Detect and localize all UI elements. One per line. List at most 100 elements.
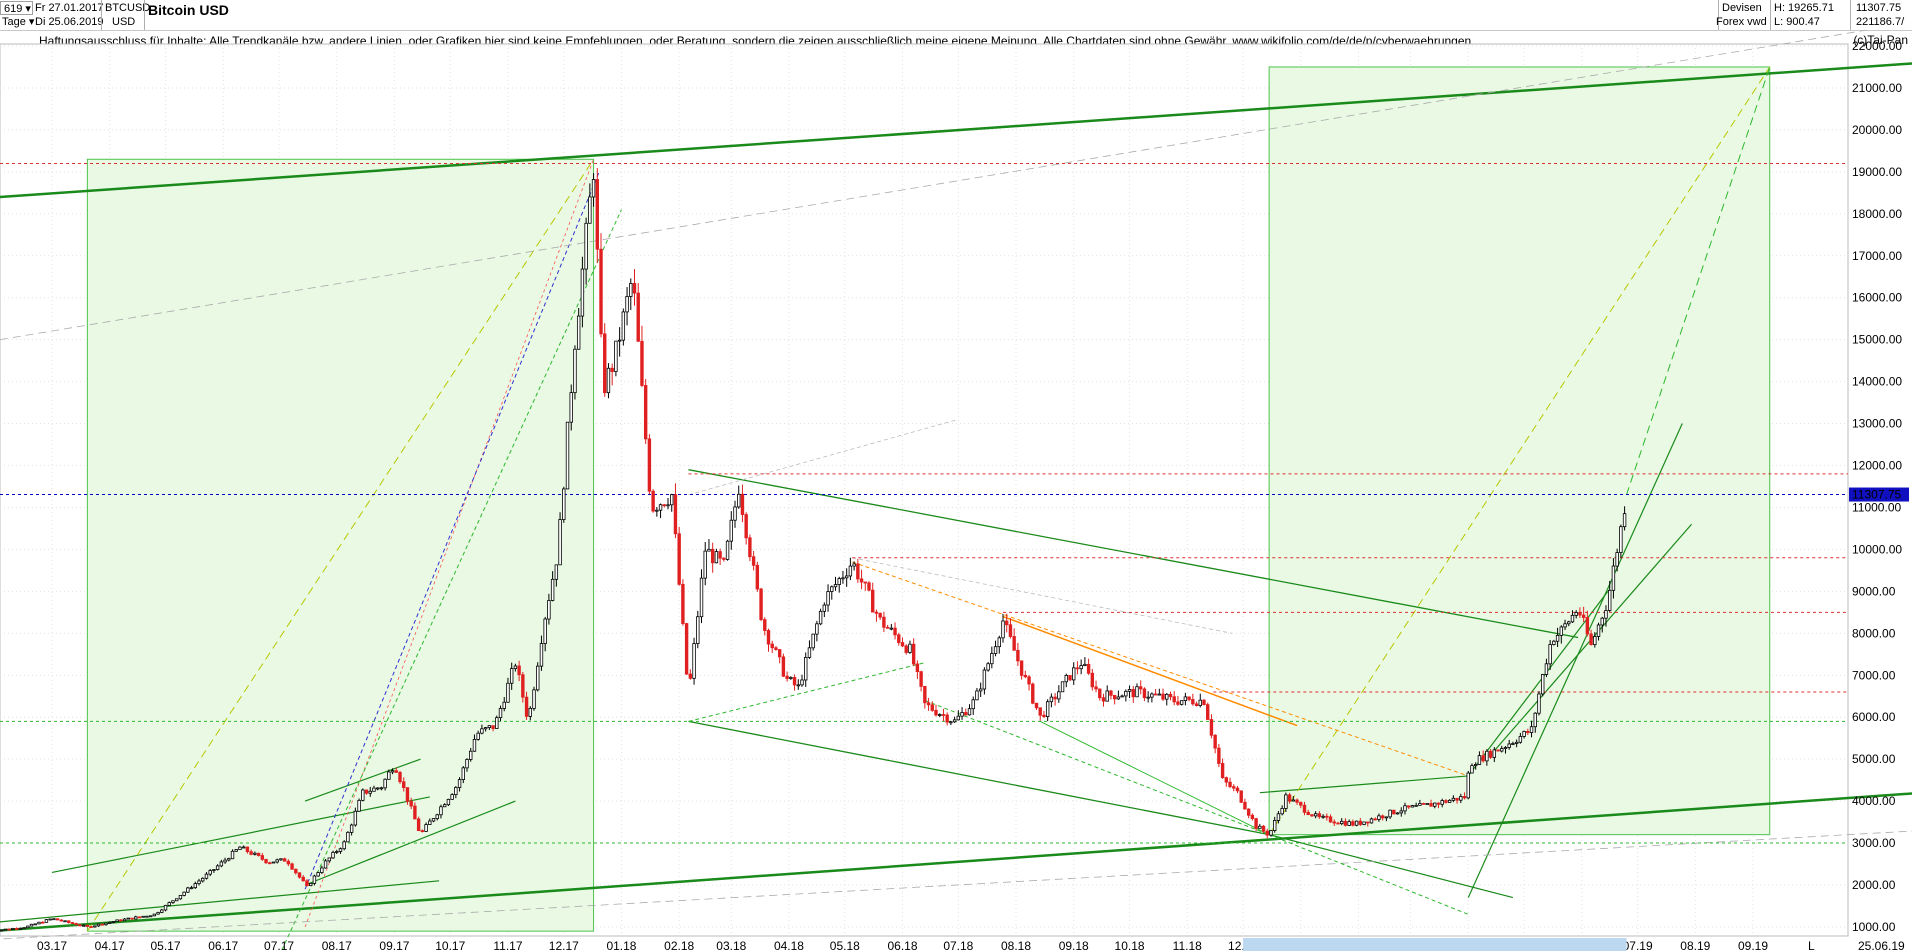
candle <box>584 217 588 285</box>
candle-body <box>517 665 521 676</box>
candle-body <box>268 862 272 865</box>
candle <box>1206 702 1210 720</box>
candle <box>1533 712 1537 733</box>
candle <box>826 584 830 612</box>
candle-body <box>1027 676 1031 685</box>
candle-body <box>1500 748 1504 752</box>
candle-body <box>815 623 819 635</box>
candle <box>967 704 972 716</box>
candle <box>171 900 175 905</box>
count-select[interactable]: 619 ▾ <box>0 1 33 15</box>
candle <box>1045 699 1050 722</box>
candle-body <box>171 900 175 904</box>
candle-body <box>40 921 45 924</box>
candle <box>387 769 391 780</box>
candle-body <box>651 490 655 512</box>
candle-body <box>554 564 559 580</box>
candle <box>1187 696 1191 702</box>
candle <box>1258 823 1262 829</box>
candle <box>1377 813 1381 822</box>
candle-body <box>361 789 365 801</box>
candle <box>837 576 841 593</box>
candle <box>1481 750 1485 763</box>
candle-body <box>316 872 320 877</box>
candle <box>1139 680 1143 695</box>
candle <box>766 628 771 652</box>
candle-body <box>119 919 123 922</box>
candle-body <box>1366 821 1370 824</box>
candle-body <box>282 858 287 862</box>
candle-body <box>26 925 30 929</box>
candle-body <box>1585 617 1590 635</box>
currency: USD <box>112 16 136 28</box>
projection-dashed <box>924 699 1270 836</box>
candle <box>219 859 224 868</box>
candle-body <box>1001 620 1005 639</box>
candle <box>167 901 171 906</box>
candle <box>629 278 633 311</box>
candle-body <box>807 647 812 658</box>
candle <box>1284 792 1288 813</box>
candle-body <box>48 918 52 921</box>
candle-body <box>696 616 700 644</box>
candle <box>33 923 37 926</box>
candle-body <box>368 790 372 794</box>
candle-body <box>655 509 659 512</box>
candle <box>294 868 298 875</box>
candle <box>1447 799 1452 803</box>
candle <box>502 697 506 712</box>
candle <box>707 539 711 552</box>
candle-body <box>1202 699 1206 706</box>
low-label: L: 900.47 <box>1774 16 1820 28</box>
candle <box>439 804 443 819</box>
candle <box>1246 808 1251 819</box>
candle <box>130 917 134 920</box>
candle <box>710 542 715 573</box>
candle <box>342 840 346 851</box>
y-tick-label: 13000.00 <box>1852 417 1902 431</box>
candle-body <box>398 772 402 783</box>
candle-body <box>1313 813 1318 817</box>
candle <box>539 635 544 671</box>
candle <box>1124 689 1128 702</box>
candle <box>1410 804 1415 808</box>
candle-body <box>1362 821 1366 825</box>
period-select[interactable]: Tage ▾ <box>2 16 35 28</box>
candle <box>1012 628 1016 651</box>
price-chart[interactable]: 1000.00 2000.00 3000.00 4000.00 5000.00 6000.… <box>0 30 1912 952</box>
candle-body <box>714 551 719 564</box>
candle <box>1202 699 1206 706</box>
candle-body <box>573 348 577 394</box>
candle-body <box>871 589 875 613</box>
candle-body <box>990 653 994 665</box>
candle <box>547 593 551 625</box>
x-tick-label: 05.18 <box>830 939 860 952</box>
candle <box>1407 805 1411 809</box>
candle <box>714 548 719 564</box>
projection-dashed <box>852 561 1469 777</box>
source-label: Forex vwd <box>1716 16 1767 28</box>
candle-body <box>562 488 566 520</box>
candle-body <box>134 916 138 920</box>
candle <box>1358 817 1363 827</box>
candle-body <box>472 738 477 752</box>
candle <box>483 726 488 732</box>
copyright: (c)Tai-Pan <box>1853 33 1908 47</box>
candle <box>908 640 912 654</box>
candle-body <box>781 656 786 677</box>
candle-body <box>286 860 291 865</box>
candle-body <box>1064 675 1068 683</box>
candle-body <box>74 923 78 926</box>
candle <box>617 327 622 357</box>
y-tick-label: 16000.00 <box>1852 291 1902 305</box>
candle-body <box>774 647 778 650</box>
candle-body <box>1459 796 1463 801</box>
candle <box>1101 693 1106 707</box>
candle <box>364 789 369 795</box>
candle <box>1313 811 1318 819</box>
candle-body <box>1377 815 1381 820</box>
x-tick-label: 11.18 <box>1173 939 1202 952</box>
candle-body <box>1607 589 1612 611</box>
candle <box>357 798 361 812</box>
candle <box>1462 792 1467 800</box>
